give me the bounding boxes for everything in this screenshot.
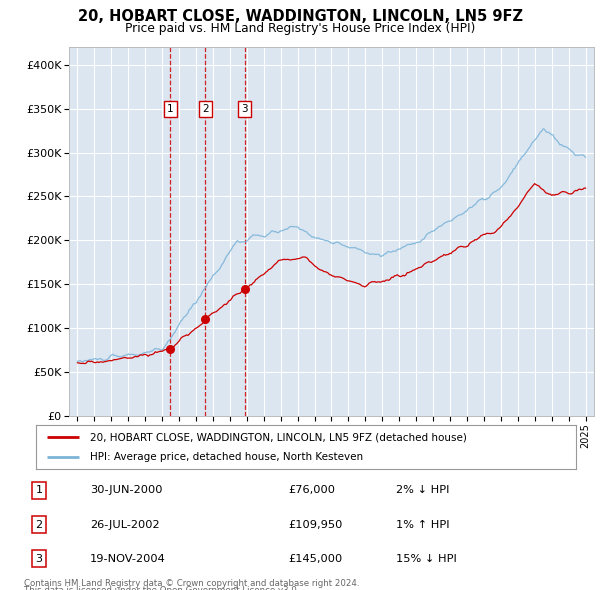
Text: HPI: Average price, detached house, North Kesteven: HPI: Average price, detached house, Nort… — [90, 452, 363, 462]
Text: 30-JUN-2000: 30-JUN-2000 — [90, 486, 163, 495]
Text: 15% ↓ HPI: 15% ↓ HPI — [396, 554, 457, 563]
Text: 1: 1 — [35, 486, 43, 495]
Text: 20, HOBART CLOSE, WADDINGTON, LINCOLN, LN5 9FZ (detached house): 20, HOBART CLOSE, WADDINGTON, LINCOLN, L… — [90, 432, 467, 442]
Text: This data is licensed under the Open Government Licence v3.0.: This data is licensed under the Open Gov… — [24, 586, 299, 590]
Text: 1: 1 — [167, 104, 174, 114]
Text: 2: 2 — [35, 520, 43, 529]
Text: Contains HM Land Registry data © Crown copyright and database right 2024.: Contains HM Land Registry data © Crown c… — [24, 579, 359, 588]
Text: £109,950: £109,950 — [288, 520, 343, 529]
Text: Price paid vs. HM Land Registry's House Price Index (HPI): Price paid vs. HM Land Registry's House … — [125, 22, 475, 35]
Text: 19-NOV-2004: 19-NOV-2004 — [90, 554, 166, 563]
Text: 26-JUL-2002: 26-JUL-2002 — [90, 520, 160, 529]
Text: £76,000: £76,000 — [288, 486, 335, 495]
Text: 2% ↓ HPI: 2% ↓ HPI — [396, 486, 449, 495]
Text: 3: 3 — [35, 554, 43, 563]
Text: 2: 2 — [202, 104, 209, 114]
Text: 3: 3 — [241, 104, 248, 114]
Text: 1% ↑ HPI: 1% ↑ HPI — [396, 520, 449, 529]
Text: 20, HOBART CLOSE, WADDINGTON, LINCOLN, LN5 9FZ: 20, HOBART CLOSE, WADDINGTON, LINCOLN, L… — [77, 9, 523, 24]
Text: £145,000: £145,000 — [288, 554, 342, 563]
